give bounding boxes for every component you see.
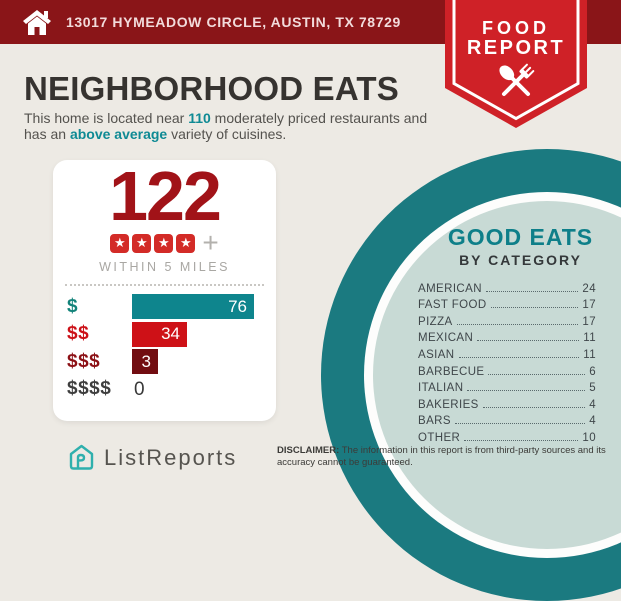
- badge-line2: REPORT: [467, 37, 565, 59]
- category-count: 17: [582, 299, 596, 312]
- category-list: AMERICAN 24 FAST FOOD 17 PIZZA 17 MEXICAN 11 ASI…: [418, 278, 596, 444]
- dotted-leader: [458, 356, 580, 358]
- bar-row: $$ 34: [53, 321, 276, 349]
- listreports-house-icon: [68, 444, 95, 471]
- bar-row: $$$$ 0: [53, 376, 276, 404]
- category-row: ASIAN 11: [418, 344, 596, 361]
- listreports-logo: ListReports: [68, 444, 237, 471]
- category-count: 5: [589, 382, 596, 395]
- category-row: OTHER 10: [418, 427, 596, 444]
- dotted-leader: [488, 373, 586, 375]
- dotted-leader: [485, 290, 579, 292]
- price-level-label: $: [67, 295, 79, 317]
- good-eats-subtitle: BY CATEGORY: [459, 252, 582, 268]
- plus-sign: +: [202, 227, 219, 258]
- dotted-leader: [456, 323, 579, 325]
- category-count: 17: [582, 315, 596, 328]
- category-name: AMERICAN: [418, 282, 482, 295]
- home-icon: [22, 9, 52, 36]
- card-divider: [65, 284, 264, 286]
- category-name: BAKERIES: [418, 398, 479, 411]
- dotted-leader: [482, 406, 586, 408]
- price-level-label: $$$: [67, 350, 101, 372]
- restaurant-count-highlight: 110: [188, 110, 211, 126]
- category-name: PIZZA: [418, 315, 453, 328]
- variety-highlight: above average: [69, 125, 168, 142]
- category-count: 24: [582, 282, 596, 295]
- bar-value-zero: 0: [134, 378, 145, 400]
- category-row: FAST FOOD 17: [418, 295, 596, 312]
- star-rating: ★ ★ ★ ★ +: [53, 227, 276, 258]
- bar: 34: [132, 321, 187, 347]
- good-eats-title: GOOD EATS: [447, 224, 594, 250]
- category-count: 11: [583, 348, 596, 361]
- price-level-bar-chart: $76 $$ 34 $$$ 3 $$$$ 0: [53, 293, 276, 403]
- category-row: BARBECUE 6: [418, 361, 596, 378]
- page-subtitle: This home is located near 110 moderately…: [24, 110, 428, 142]
- property-address: 13017 HYMEADOW CIRCLE, AUSTIN, TX 78729: [66, 14, 401, 30]
- radius-caption: WITHIN 5 MILES: [99, 260, 230, 274]
- category-name: ITALIAN: [418, 382, 464, 395]
- dotted-leader: [477, 340, 580, 342]
- category-name: MEXICAN: [418, 332, 474, 345]
- bar-row: $$$ 3: [53, 348, 276, 376]
- disclaimer-label: DISCLAIMER:: [277, 445, 340, 456]
- category-row: AMERICAN 24: [418, 278, 596, 295]
- subtitle-line1: This home is located near 110 moderately…: [24, 110, 428, 126]
- bar: 76: [132, 294, 254, 320]
- listreports-wordmark: ListReports: [104, 444, 238, 470]
- star-icon: ★: [154, 233, 174, 253]
- dotted-leader: [467, 390, 586, 392]
- subtitle-line2: has an above average variety of cuisines…: [24, 125, 287, 142]
- category-name: ASIAN: [418, 348, 455, 361]
- category-row: BAKERIES 4: [418, 394, 596, 411]
- dotted-leader: [490, 307, 579, 309]
- restaurant-total: 122: [109, 157, 222, 235]
- category-count: 11: [583, 332, 596, 345]
- disclaimer: DISCLAIMER: The information in this repo…: [277, 445, 606, 468]
- category-row: PIZZA 17: [418, 311, 596, 328]
- category-name: FAST FOOD: [418, 299, 487, 312]
- category-row: ITALIAN 5: [418, 378, 596, 395]
- star-icon: ★: [110, 233, 130, 253]
- star-icon: ★: [132, 233, 152, 253]
- category-count: 10: [582, 431, 596, 444]
- category-count: 4: [589, 398, 596, 411]
- category-count: 4: [589, 415, 596, 428]
- bar: 3: [132, 349, 158, 375]
- category-name: OTHER: [418, 431, 461, 444]
- category-name: BARBECUE: [418, 365, 485, 378]
- category-name: BARS: [418, 415, 451, 428]
- category-row: BARS 4: [418, 411, 596, 428]
- crossed-utensils-icon: [499, 63, 535, 97]
- category-count: 6: [589, 365, 596, 378]
- star-icon: ★: [176, 233, 196, 253]
- dotted-leader: [454, 423, 586, 425]
- dotted-leader: [464, 439, 579, 441]
- bar-row: $76: [53, 293, 276, 321]
- price-level-label: $$$$: [67, 378, 112, 400]
- page-title: NEIGHBORHOOD EATS: [24, 70, 399, 107]
- food-report-badge: FOOD REPORT: [445, 0, 587, 134]
- badge-line1: FOOD: [482, 18, 550, 38]
- stats-card: 122 ★ ★ ★ ★ + WITHIN 5 MILES $76 $$ 34 $$$ 3 $$$$…: [53, 160, 276, 421]
- category-row: MEXICAN 11: [418, 328, 596, 345]
- price-level-label: $$: [67, 323, 90, 345]
- good-eats-panel: GOOD EATS BY CATEGORY AMERICAN 24 FAST FOO…: [413, 224, 621, 444]
- badge-shape: [445, 0, 587, 128]
